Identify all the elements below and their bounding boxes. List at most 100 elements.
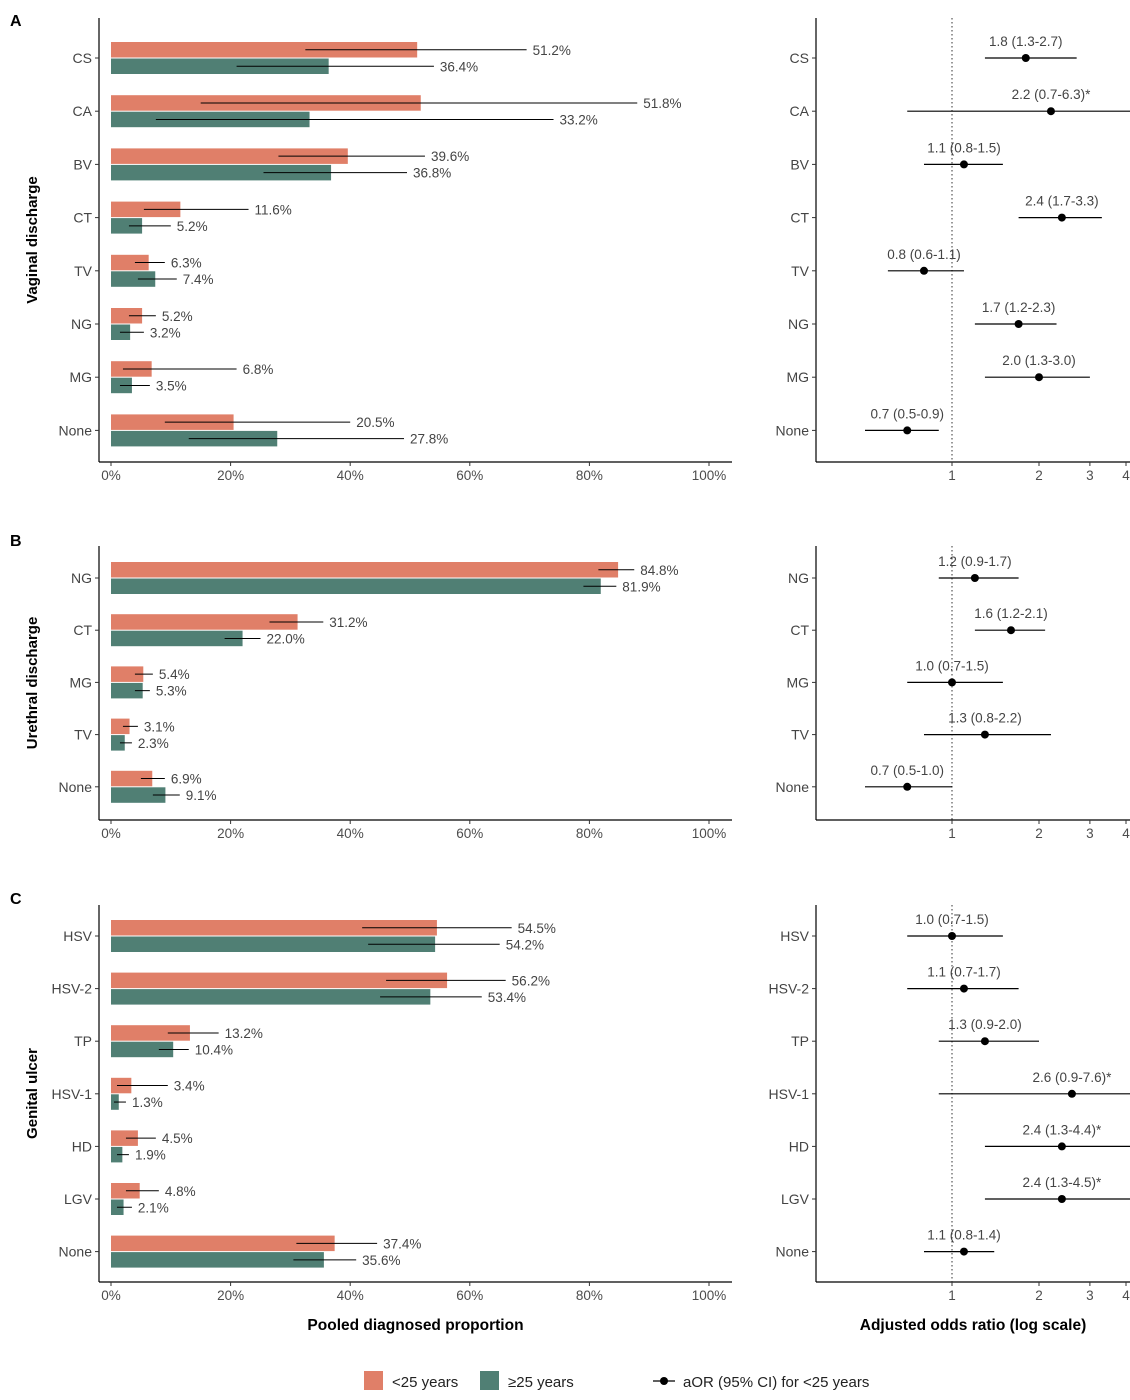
bar-under-25 (111, 1025, 190, 1041)
bar-value-label: 1.3% (132, 1095, 163, 1110)
bar-category-label: BV (73, 156, 92, 172)
aor-label: 1.1 (0.8-1.4) (927, 1228, 1001, 1243)
bar-under-25 (111, 148, 348, 164)
bar-under-25 (111, 1235, 335, 1252)
bar-value-label: 3.4% (174, 1079, 205, 1094)
aor-label: 2.0 (1.3-3.0) (1002, 353, 1076, 368)
forest-x-tick-label: 4 (1122, 1288, 1130, 1303)
panel-label: B (10, 533, 22, 550)
forest-category-label: HD (789, 1138, 809, 1154)
aor-label: 1.6 (1.2-2.1) (974, 606, 1048, 621)
forest-category-label: None (776, 1244, 810, 1260)
aor-label: 1.3 (0.9-2.0) (948, 1017, 1022, 1032)
bar-x-tick-label: 100% (692, 1288, 727, 1303)
bar-category-label: MG (69, 674, 92, 690)
legend-label-25-plus: ≥25 years (508, 1374, 574, 1391)
bar-x-tick-label: 100% (692, 826, 727, 841)
bar-category-label: NG (71, 570, 92, 586)
aor-point (1046, 107, 1055, 116)
bar-value-label: 13.2% (225, 1026, 263, 1041)
bar-value-label: 27.8% (410, 432, 448, 447)
bar-category-label: MG (69, 369, 92, 385)
forest-category-label: CS (790, 50, 809, 66)
aor-label: 1.0 (0.7-1.5) (915, 912, 989, 927)
aor-point (919, 266, 928, 275)
aor-label: 2.4 (1.3-4.4)* (1022, 1122, 1102, 1137)
bar-category-label: None (59, 1244, 93, 1260)
bar-value-label: 2.3% (138, 736, 169, 751)
aor-label: 1.8 (1.3-2.7) (989, 34, 1063, 49)
bar-25-plus (111, 578, 601, 594)
bar-under-25 (111, 614, 298, 630)
forest-category-label: TV (791, 263, 810, 279)
bar-value-label: 81.9% (622, 579, 660, 594)
aor-label: 1.1 (0.7-1.7) (927, 965, 1001, 980)
panel-label: A (10, 13, 22, 30)
bar-value-label: 9.1% (186, 788, 217, 803)
bar-value-label: 3.1% (144, 719, 175, 734)
aor-point (1057, 1142, 1066, 1151)
aor-label: 1.3 (0.8-2.2) (948, 711, 1022, 726)
aor-label: 1.1 (0.8-1.5) (927, 140, 1001, 155)
bar-x-tick-label: 20% (217, 468, 244, 483)
forest-category-label: CA (790, 103, 810, 119)
bar-under-25 (111, 42, 418, 58)
bar-under-25 (111, 1130, 138, 1146)
bar-category-label: TV (74, 263, 93, 279)
bar-x-tick-label: 0% (101, 826, 121, 841)
bar-x-tick-label: 100% (692, 468, 727, 483)
bar-value-label: 53.4% (488, 990, 526, 1005)
bar-category-label: TP (74, 1033, 92, 1049)
bar-under-25 (111, 1183, 140, 1199)
bar-value-label: 39.6% (431, 149, 469, 164)
forest-category-label: HSV (780, 928, 809, 944)
bar-value-label: 6.3% (171, 256, 202, 271)
aor-label: 1.0 (0.7-1.5) (915, 658, 989, 673)
bar-25-plus (111, 787, 166, 803)
bar-25-plus (111, 271, 156, 287)
aor-point (980, 730, 989, 739)
bar-value-label: 5.4% (159, 667, 190, 682)
bar-value-label: 5.3% (156, 684, 187, 699)
forest-x-tick-label: 2 (1035, 468, 1043, 483)
bar-value-label: 4.8% (165, 1184, 196, 1199)
bar-x-tick-label: 40% (337, 826, 364, 841)
bar-category-label: HSV-1 (52, 1086, 93, 1102)
bar-value-label: 5.2% (177, 219, 208, 234)
aor-point (948, 932, 956, 940)
forest-x-tick-label: 3 (1086, 826, 1094, 841)
bar-category-label: CS (73, 50, 92, 66)
bar-25-plus (111, 735, 125, 751)
aor-label: 2.2 (0.7-6.3)* (1012, 87, 1092, 102)
forest-category-label: HSV-1 (769, 1086, 810, 1102)
bar-value-label: 10.4% (195, 1042, 233, 1057)
bar-25-plus (111, 1146, 123, 1163)
forest-x-tick-label: 4 (1122, 826, 1130, 841)
bar-value-label: 22.0% (267, 631, 305, 646)
aor-point (1014, 320, 1023, 328)
aor-point (903, 782, 912, 791)
bar-25-plus (111, 936, 436, 952)
bar-x-tick-label: 20% (217, 1288, 244, 1303)
y-axis-title: Genital ulcer (24, 1048, 41, 1139)
bar-under-25 (111, 562, 619, 578)
aor-point (980, 1037, 989, 1046)
bar-x-tick-label: 20% (217, 826, 244, 841)
forest-x-tick-label: 1 (948, 1288, 956, 1303)
bar-category-label: None (59, 422, 93, 438)
forest-category-label: LGV (781, 1191, 810, 1207)
bar-25-plus (111, 1252, 324, 1268)
bar-value-label: 6.9% (171, 772, 202, 787)
legend-swatch-under-25 (364, 1371, 383, 1390)
bar-value-label: 3.5% (156, 378, 187, 393)
panel-b: B Urethral discharge 0% 20% 40% 60% 80% 100% NG 8… (10, 533, 1130, 841)
legend-label-under-25: <25 years (392, 1374, 458, 1391)
bar-category-label: LGV (64, 1191, 93, 1207)
forest-x-tick-label: 1 (948, 468, 956, 483)
panel-label: C (10, 891, 22, 908)
bar-25-plus (111, 218, 143, 234)
aor-point (948, 678, 956, 687)
bar-under-25 (111, 718, 130, 735)
legend-swatch-25-plus (480, 1371, 499, 1390)
bar-under-25 (111, 308, 143, 324)
